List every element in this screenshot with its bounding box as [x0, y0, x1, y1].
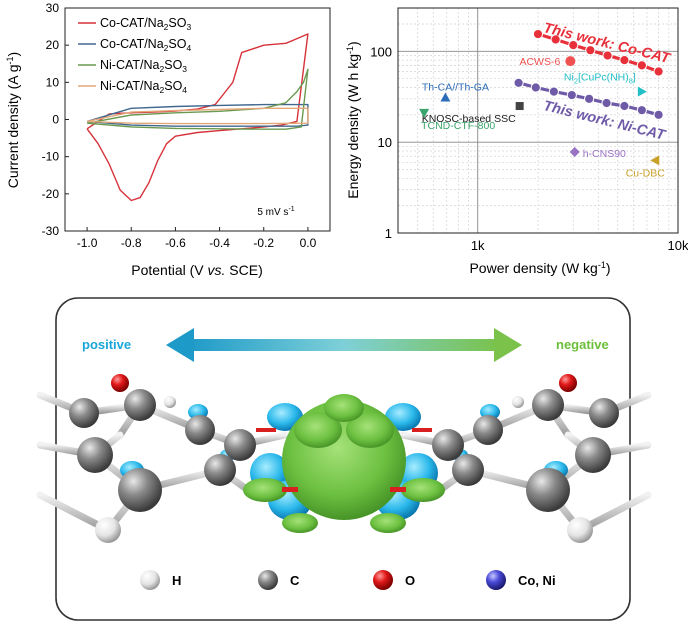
ragone-series-point	[601, 97, 612, 109]
ragone-point-label: Th-CA//Th-GA	[422, 82, 489, 94]
cv-series-line	[86, 33, 309, 202]
cv-y-axis-label: Current density (A g-1)	[5, 52, 21, 188]
ragone-series-point	[550, 34, 561, 45]
cv-x-tick-label: -0.6	[165, 236, 186, 250]
ragone-y-tick-label: 100	[370, 44, 392, 59]
ragone-series-point	[530, 82, 541, 93]
atom-legend-swatch	[258, 570, 278, 590]
negative-label: negative	[556, 337, 609, 352]
cv-legend-label: Co-CAT/Na2SO3	[100, 16, 191, 32]
ragone-point-label: TCND-CTF-800	[421, 120, 495, 132]
ragone-series-point	[566, 89, 577, 101]
cv-y-tick-label: 10	[46, 75, 60, 89]
ragone-point-marker	[515, 102, 524, 111]
ragone-point-label: KNOSC-based SSC	[422, 113, 516, 125]
ragone-series-point	[568, 40, 579, 51]
cv-y-tick-label: 30	[46, 1, 60, 15]
cv-annotation: 5 mV s-1	[257, 206, 294, 218]
cv-legend: Co-CAT/Na2SO3 Co-CAT/Na2SO4 Ni-CAT/Na2SO3 N…	[78, 16, 191, 95]
ragone-series-point	[619, 100, 630, 112]
orbital-isosurface	[243, 394, 445, 533]
ragone-x-tick-label: 1k	[471, 238, 485, 253]
ragone-point-label: h-CNS90	[583, 148, 626, 160]
molecule-panel: positive negative	[36, 297, 652, 621]
ragone-point-marker	[565, 56, 576, 67]
atom-legend-swatch	[486, 570, 506, 590]
ragone-point-label: ACWS-6	[519, 56, 560, 68]
cv-x-tick-label: -0.4	[209, 236, 230, 250]
ragone-point-label: Ni2[CuPc(NH)8]	[564, 72, 636, 86]
ragone-x-tick-label: 10k	[668, 238, 688, 253]
cv-x-tick-label: -0.2	[253, 236, 274, 250]
charge-arrow	[166, 328, 522, 362]
cv-series-line	[86, 68, 309, 130]
cv-legend-label: Co-CAT/Na2SO4	[100, 37, 191, 53]
ragone-series-point	[602, 50, 613, 61]
ragone-point-marker	[419, 108, 430, 118]
ragone-series-point	[636, 105, 647, 116]
atom-legend-label: H	[172, 573, 181, 588]
cv-x-tick-label: -1.0	[77, 236, 98, 250]
ragone-y-tick-label: 1	[385, 226, 392, 241]
cv-chart: -1.0 -0.8 -0.6 -0.4 -0.2 0.0-30-20-100102030 …	[5, 1, 331, 278]
ragone-series-point	[532, 28, 544, 40]
ragone-point-marker	[569, 146, 580, 157]
ragone-y-tick-label: 10	[378, 135, 392, 150]
ragone-series-point	[585, 45, 596, 56]
atom-legend-label: O	[405, 573, 415, 588]
cv-y-tick-label: -30	[42, 224, 60, 238]
cv-x-tick-label: 0.0	[300, 236, 317, 250]
cv-y-tick-label: -10	[42, 150, 60, 164]
ragone-point-marker	[440, 92, 451, 102]
ragone-series-point	[653, 66, 664, 77]
ragone-plot-frame	[397, 7, 679, 234]
atom-legend-label: Co, Ni	[518, 573, 556, 588]
atom-legend-label: C	[290, 573, 300, 588]
ragone-x-axis-label: Power density (W kg-1)	[469, 260, 610, 276]
ragone-series-point	[619, 55, 630, 66]
ragone-series-point	[653, 109, 664, 120]
atom-legend: H C O Co, Ni	[140, 570, 556, 590]
ragone-series-point	[584, 93, 595, 104]
cv-x-tick-label: -0.8	[121, 236, 142, 250]
ragone-series-point	[636, 60, 647, 71]
atom-legend-swatch	[140, 570, 160, 590]
cv-series-line	[86, 103, 309, 127]
atoms-left	[69, 374, 256, 543]
ragone-point-marker	[637, 86, 647, 97]
cv-legend-label: Ni-CAT/Na2SO4	[100, 79, 187, 95]
cv-series-line	[86, 107, 309, 125]
cv-y-tick-label: 0	[52, 113, 59, 127]
cv-y-tick-label: -20	[42, 187, 60, 201]
cv-legend-label: Ni-CAT/Na2SO3	[100, 58, 187, 74]
ragone-series-point	[548, 86, 559, 97]
positive-label: positive	[82, 337, 131, 352]
ragone-point-label: Cu-DBC	[626, 167, 666, 179]
cv-y-tick-label: 20	[46, 38, 60, 52]
ragone-point-marker	[650, 155, 660, 166]
atoms-right	[432, 374, 619, 543]
ragone-series-point	[513, 77, 524, 88]
atom-legend-swatch	[373, 570, 393, 590]
ragone-y-axis-label: Energy density (W h kg-1)	[345, 41, 361, 198]
cv-x-axis-label: Potential (V vs. SCE)	[131, 262, 263, 278]
